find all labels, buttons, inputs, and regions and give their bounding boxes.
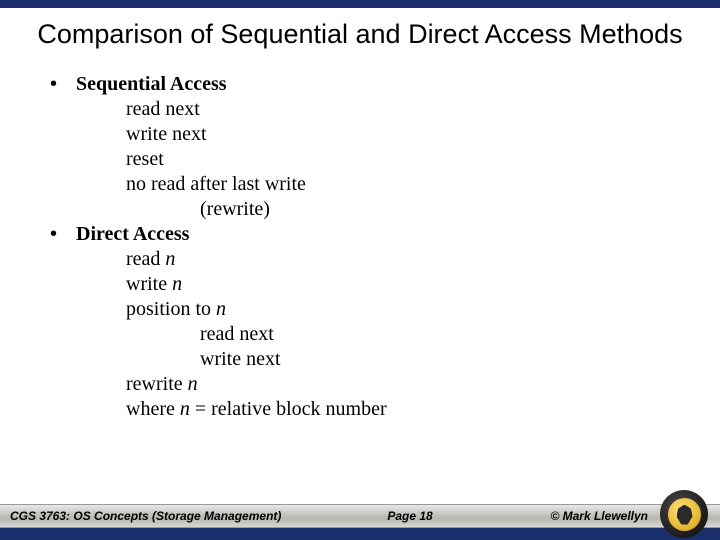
dir-item-position: position to n — [126, 297, 680, 322]
dir-item-read: read n — [126, 247, 680, 272]
footer-brand-bar — [0, 528, 720, 540]
bullet-head-direct: Direct Access — [76, 222, 189, 247]
seq-item-rewrite: (rewrite) — [200, 197, 680, 222]
text-pre: position to — [126, 298, 216, 320]
text-pre: write — [126, 273, 172, 295]
seq-item-noread: no read after last write — [126, 172, 680, 197]
slide-title: Comparison of Sequential and Direct Acce… — [0, 8, 720, 64]
footer-course: CGS 3763: OS Concepts (Storage Managemen… — [10, 509, 281, 523]
text-post: = relative block number — [190, 398, 387, 420]
seq-item-read: read next — [126, 97, 680, 122]
text-var-n: n — [180, 398, 190, 420]
text-pre: where — [126, 398, 180, 420]
dir-item-write: write n — [126, 272, 680, 297]
bullet-dot-icon: • — [50, 72, 76, 97]
dir-item-writenext: write next — [200, 347, 680, 372]
footer-author: © Mark Llewellyn — [550, 509, 648, 523]
logo-inner — [668, 498, 701, 531]
slide-footer: CGS 3763: OS Concepts (Storage Managemen… — [0, 504, 720, 540]
dir-item-readnext: read next — [200, 322, 680, 347]
ucf-logo-icon — [660, 490, 708, 538]
top-brand-bar — [0, 0, 720, 8]
dir-item-rewrite: rewrite n — [126, 372, 680, 397]
bullet-head-sequential: Sequential Access — [76, 72, 227, 97]
text-var-n: n — [188, 373, 198, 395]
text-var-n: n — [172, 273, 182, 295]
text-pre: rewrite — [126, 373, 188, 395]
bullet-dot-icon: • — [50, 222, 76, 247]
seq-item-reset: reset — [126, 147, 680, 172]
bullet-direct: • Direct Access — [50, 222, 680, 247]
text-var-n: n — [165, 248, 175, 270]
text-pre: read — [126, 248, 165, 270]
slide-content: • Sequential Access read next write next… — [0, 64, 720, 422]
logo-pegasus-shape — [677, 505, 693, 525]
footer-band: CGS 3763: OS Concepts (Storage Managemen… — [0, 504, 720, 528]
dir-item-where: where n = relative block number — [126, 397, 680, 422]
bullet-sequential: • Sequential Access — [50, 72, 680, 97]
seq-item-write: write next — [126, 122, 680, 147]
text-var-n: n — [216, 298, 226, 320]
